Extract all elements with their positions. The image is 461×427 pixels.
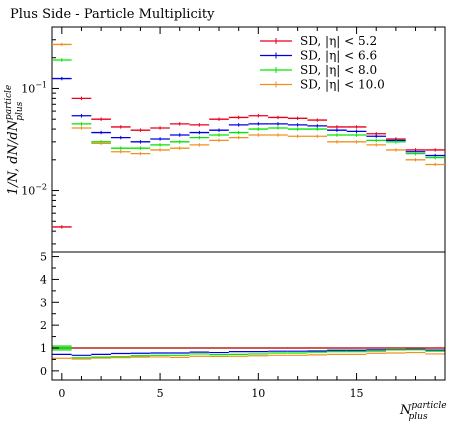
y-tick-label: 10−1 xyxy=(21,80,47,95)
main-plot-panel: 10−110−2 SD, |η| < 5.2SD, |η| < 6.6SD, |… xyxy=(21,26,446,253)
legend-label: SD, |η| < 6.6 xyxy=(300,49,377,63)
ratio-y-tick-label: 5 xyxy=(40,251,47,264)
legend: SD, |η| < 5.2SD, |η| < 6.6SD, |η| < 8.0S… xyxy=(260,34,385,92)
main-series-group xyxy=(52,42,445,229)
x-tick-label: 10 xyxy=(251,387,265,400)
ratio-y-tick-label: 4 xyxy=(40,273,47,286)
ratio-series-group xyxy=(52,347,445,360)
legend-label: SD, |η| < 10.0 xyxy=(300,78,385,92)
series-line xyxy=(52,42,445,167)
x-tick-label: 0 xyxy=(58,387,65,400)
x-axis-title: Nparticle plus xyxy=(399,401,447,422)
legend-label: SD, |η| < 8.0 xyxy=(300,63,377,77)
series-line xyxy=(52,58,445,160)
x-tick-label: 5 xyxy=(157,387,164,400)
ratio-y-tick-label: 3 xyxy=(40,296,47,309)
x-axis-label: Nparticle plus xyxy=(399,401,447,422)
x-tick-label: 15 xyxy=(350,387,364,400)
ratio-series-line xyxy=(52,351,445,360)
ratio-y-tick-label: 2 xyxy=(40,319,47,332)
ratio-series-line xyxy=(52,347,445,359)
main-y-ticks: 10−1 10−2 xyxy=(21,26,436,245)
y-axis-label: 1/N, dN/dNparticleplus xyxy=(4,85,25,195)
y-tick-label: 10−2 xyxy=(21,183,47,198)
y-axis-title: 1/N, dN/dNparticleplus xyxy=(4,85,25,195)
ratio-plot-panel: 0 1 2 3 4 5 0 5 10 15 xyxy=(40,251,446,400)
ratio-y-tick-label: 1 xyxy=(40,342,47,355)
legend-label: SD, |η| < 5.2 xyxy=(300,34,377,48)
ratio-y-tick-label: 0 xyxy=(40,365,47,378)
ratio-plot-frame xyxy=(51,251,446,381)
series-line xyxy=(52,96,445,229)
ratio-ticks: 0 1 2 3 4 5 0 5 10 15 xyxy=(40,251,436,400)
chart-title: Plus Side - Particle Multiplicity xyxy=(10,7,215,22)
